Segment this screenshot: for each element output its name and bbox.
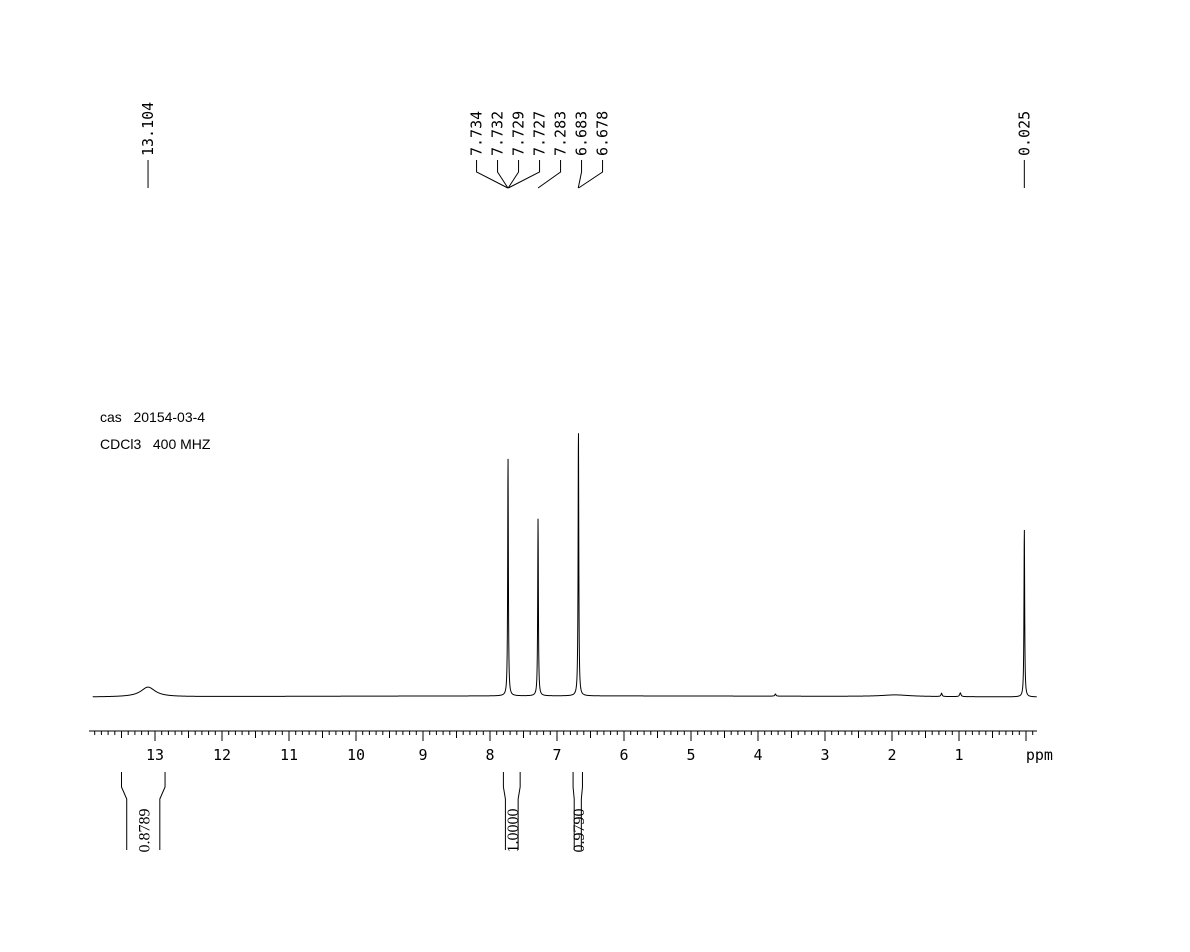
integral-value-label: 0.8789 bbox=[136, 809, 153, 853]
peak-shift-label: 7.732 bbox=[489, 111, 507, 156]
peak-label-connector bbox=[537, 160, 562, 189]
x-tick-label: 8 bbox=[485, 746, 494, 764]
integral-bracket-right bbox=[159, 772, 166, 850]
peak-label-connector bbox=[476, 160, 509, 189]
x-tick-label: 12 bbox=[213, 746, 231, 764]
integral-bracket-right bbox=[580, 772, 583, 850]
peak-shift-label: 6.683 bbox=[573, 111, 591, 156]
spectrum-trace bbox=[92, 433, 1037, 698]
integral-bracket-left bbox=[121, 772, 128, 850]
peak-label-connector bbox=[578, 160, 604, 189]
peak-label-connector bbox=[577, 160, 583, 189]
peak-shift-label: 7.727 bbox=[531, 111, 549, 156]
integral-layer: 0.8789 1.0000 0.9790 bbox=[121, 772, 588, 853]
integral-bracket-right bbox=[517, 772, 521, 850]
peak-label-connector bbox=[507, 160, 520, 189]
integral-value-label: 1.0000 bbox=[505, 809, 522, 853]
x-tick-label: 3 bbox=[820, 746, 829, 764]
cas-number-label: cas 20154-03-4 bbox=[100, 409, 206, 425]
x-tick-label: 7 bbox=[552, 746, 561, 764]
x-tick-label: 10 bbox=[347, 746, 365, 764]
x-axis-unit-label: ppm bbox=[1026, 746, 1053, 764]
x-tick-label: 6 bbox=[619, 746, 628, 764]
peak-shift-label: 7.729 bbox=[510, 111, 528, 156]
peak-shift-label: 7.734 bbox=[468, 111, 486, 156]
peak-shift-label: 7.283 bbox=[552, 111, 570, 156]
solvent-frequency-label: CDCl3 400 MHZ bbox=[100, 436, 211, 452]
integral-bracket-left bbox=[572, 772, 575, 850]
peak-label-connector bbox=[508, 160, 541, 189]
x-tick-label: 13 bbox=[146, 746, 164, 764]
peak-shift-label: 6.678 bbox=[594, 111, 612, 156]
x-tick-label: 5 bbox=[686, 746, 695, 764]
x-tick-label: 1 bbox=[954, 746, 963, 764]
integral-bracket-left bbox=[502, 772, 506, 850]
integral-value-label: 0.9790 bbox=[571, 809, 588, 853]
x-tick-label: 2 bbox=[887, 746, 896, 764]
x-tick-label: 4 bbox=[753, 746, 762, 764]
peak-shift-label: 0.025 bbox=[1015, 111, 1033, 156]
x-tick-label: 9 bbox=[418, 746, 427, 764]
peak-label-layer: 13.104 7.734 7.732 7.729 7.727 7.283 6.683 6.67… bbox=[139, 102, 1033, 189]
x-axis: 13 12 11 10 9 8 7 6 5 4 3 2 1 ppm bbox=[89, 730, 1053, 764]
peak-shift-label: 13.104 bbox=[139, 102, 157, 156]
peak-label-connector bbox=[497, 160, 509, 189]
x-tick-label: 11 bbox=[280, 746, 298, 764]
